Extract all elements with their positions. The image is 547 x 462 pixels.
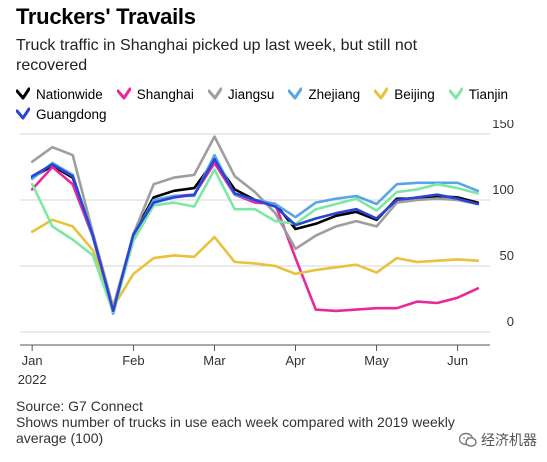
x-tick-label: Jan [22,353,43,368]
watermark-text: 经济机器 [481,432,537,448]
line-chart: 0 50 100 150 Jan 2022 Feb Mar Apr May Jun [18,120,514,387]
legend-swatch [288,87,303,101]
y-tick-label: 0 [507,314,514,329]
chart-subtitle: Truck traffic in Shanghai picked up last… [16,37,418,74]
series-line-zhejiang [30,153,480,315]
legend-swatch [16,107,30,121]
legend-item: Nationwide [16,84,103,104]
x-tick-sublabel: 2022 [18,372,47,387]
watermark: 经济机器 [459,430,537,450]
series-line-tianjin [30,168,480,314]
chart-legend: Nationwide Shanghai Jiangsu Zhejiang Beijing… [16,84,536,124]
series-line-jiangsu [30,135,480,309]
series-line-guangdong [30,157,480,313]
y-axis-ticks: 0 50 100 150 [492,120,514,329]
legend-item: Tianjin [448,84,509,104]
legend-swatch [207,87,222,101]
legend-item: Jiangsu [207,84,275,104]
legend-item: Shanghai [116,84,194,104]
series-line-shanghai [30,161,480,315]
series-lines [30,135,480,315]
legend-label: Shanghai [136,86,194,102]
y-tick-label: 150 [492,120,514,131]
wechat-icon [459,432,477,447]
x-tick-label: Apr [285,353,306,368]
source-note: Source: G7 Connect [16,398,143,414]
legend-label: Guangdong [36,106,107,122]
chart-title: Truckers' Travails [16,4,196,29]
legend-item: Beijing [374,84,435,104]
legend-label: Beijing [394,86,435,102]
legend-item: Zhejiang [288,84,360,104]
y-tick-label: 100 [492,182,514,197]
legend-label: Nationwide [36,86,103,102]
legend-label: Tianjin [468,86,509,102]
x-tick-label: Jun [447,353,468,368]
footnote: Shows number of trucks in use each week … [16,414,455,446]
x-tick-label: Mar [203,353,226,368]
legend-label: Jiangsu [227,86,275,102]
legend-swatch [448,87,463,101]
y-tick-label: 50 [500,248,514,263]
x-tick-label: May [364,353,389,368]
legend-label: Zhejiang [308,86,361,102]
x-axis: Jan 2022 Feb Mar Apr May Jun [18,344,490,387]
legend-swatch [374,87,389,101]
legend-swatch [116,87,131,101]
legend-swatch [16,87,30,101]
chart-footer: Source: G7 Connect Shows number of truck… [16,398,506,446]
x-tick-label: Feb [122,353,144,368]
legend-item: Guangdong [16,104,107,124]
